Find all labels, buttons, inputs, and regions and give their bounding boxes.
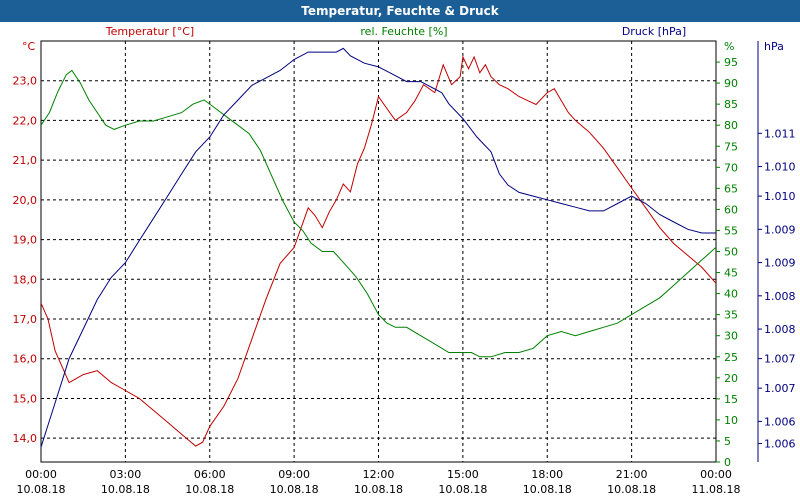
pressure-tick-label: 1.007 — [764, 353, 796, 366]
temperature-tick-label: 22,0 — [13, 114, 38, 127]
pressure-tick-label: 1.006 — [764, 438, 796, 451]
pressure-tick-label: 1.008 — [764, 323, 796, 336]
x-tick-time-label: 09:00 — [278, 468, 310, 481]
humidity-tick-label: 70 — [724, 161, 738, 174]
x-tick-date-label: 10.08.18 — [607, 483, 656, 496]
x-tick-time-label: 00:00 — [700, 468, 732, 481]
x-tick-date-label: 10.08.18 — [523, 483, 572, 496]
x-tick-date-label: 10.08.18 — [101, 483, 150, 496]
pressure-line — [40, 47, 716, 448]
x-tick-date-label: 11.08.18 — [692, 483, 741, 496]
x-tick-date-label: 10.08.18 — [354, 483, 403, 496]
temperature-line — [40, 55, 717, 447]
pressure-unit-label: hPa — [764, 40, 784, 53]
title-bar: Temperatur, Feuchte & Druck — [0, 0, 800, 22]
temperature-tick-label: 23,0 — [13, 75, 38, 88]
humidity-tick-label: 35 — [724, 309, 738, 322]
humidity-tick-label: 65 — [724, 182, 738, 195]
chart-background — [0, 22, 800, 500]
humidity-tick-label: 40 — [724, 288, 738, 301]
legend-humidity: rel. Feuchte [%] — [360, 25, 447, 38]
humidity-tick-label: 90 — [724, 77, 738, 90]
humidity-tick-label: 55 — [724, 224, 738, 237]
pressure-tick-label: 1.006 — [764, 415, 796, 428]
x-tick-date-label: 10.08.18 — [17, 483, 66, 496]
humidity-tick-label: 30 — [724, 330, 738, 343]
grid — [41, 41, 716, 462]
humidity-tick-label: 45 — [724, 267, 738, 280]
humidity-tick-label: 25 — [724, 351, 738, 364]
temperature-tick-label: 16,0 — [13, 353, 38, 366]
x-tick-date-label: 10.08.18 — [438, 483, 487, 496]
temperature-tick-label: 15,0 — [13, 392, 38, 405]
humidity-tick-label: 80 — [724, 119, 738, 132]
humidity-tick-label: 95 — [724, 56, 738, 69]
temperature-tick-label: 14,0 — [13, 432, 38, 445]
temperature-tick-label: 20,0 — [13, 194, 38, 207]
temperature-tick-label: 18,0 — [13, 273, 38, 286]
humidity-tick-label: 60 — [724, 203, 738, 216]
series-layer — [40, 47, 717, 448]
pressure-tick-label: 1.011 — [764, 127, 796, 140]
pressure-tick-label: 1.007 — [764, 382, 796, 395]
temperature-tick-label: 21,0 — [13, 154, 38, 167]
humidity-tick-label: 15 — [724, 393, 738, 406]
legend-pressure: Druck [hPa] — [622, 25, 686, 38]
legend-temperature: Temperatur [°C] — [105, 25, 194, 38]
pressure-tick-label: 1.010 — [764, 161, 796, 174]
x-tick-time-label: 18:00 — [531, 468, 563, 481]
x-tick-time-label: 06:00 — [194, 468, 226, 481]
humidity-tick-label: 50 — [724, 246, 738, 259]
humidity-line — [40, 69, 717, 358]
temperature-tick-label: 17,0 — [13, 313, 38, 326]
humidity-tick-label: 85 — [724, 98, 738, 111]
x-tick-time-label: 21:00 — [616, 468, 648, 481]
pressure-tick-label: 1.008 — [764, 290, 796, 303]
x-tick-time-label: 03:00 — [110, 468, 142, 481]
humidity-tick-label: 0 — [724, 456, 731, 469]
pressure-tick-label: 1.009 — [764, 257, 796, 270]
humidity-unit-label: % — [724, 40, 734, 53]
temperature-unit-label: °C — [22, 40, 36, 53]
pressure-tick-label: 1.009 — [764, 223, 796, 236]
temperature-tick-label: 19,0 — [13, 234, 38, 247]
tick-labels: 14,0 15,0 16,0 17,0 18,0 19,0 20,0 21,0 22,0 23,0… — [13, 56, 796, 496]
humidity-tick-label: 5 — [724, 435, 731, 448]
x-tick-date-label: 10.08.18 — [185, 483, 234, 496]
x-tick-time-label: 15:00 — [447, 468, 479, 481]
chart-title: Temperatur, Feuchte & Druck — [301, 4, 499, 18]
humidity-tick-label: 75 — [724, 140, 738, 153]
x-tick-time-label: 12:00 — [363, 468, 395, 481]
humidity-tick-label: 20 — [724, 372, 738, 385]
x-tick-date-label: 10.08.18 — [270, 483, 319, 496]
pressure-tick-label: 1.010 — [764, 190, 796, 203]
x-tick-time-label: 00:00 — [25, 468, 57, 481]
humidity-tick-label: 10 — [724, 414, 738, 427]
